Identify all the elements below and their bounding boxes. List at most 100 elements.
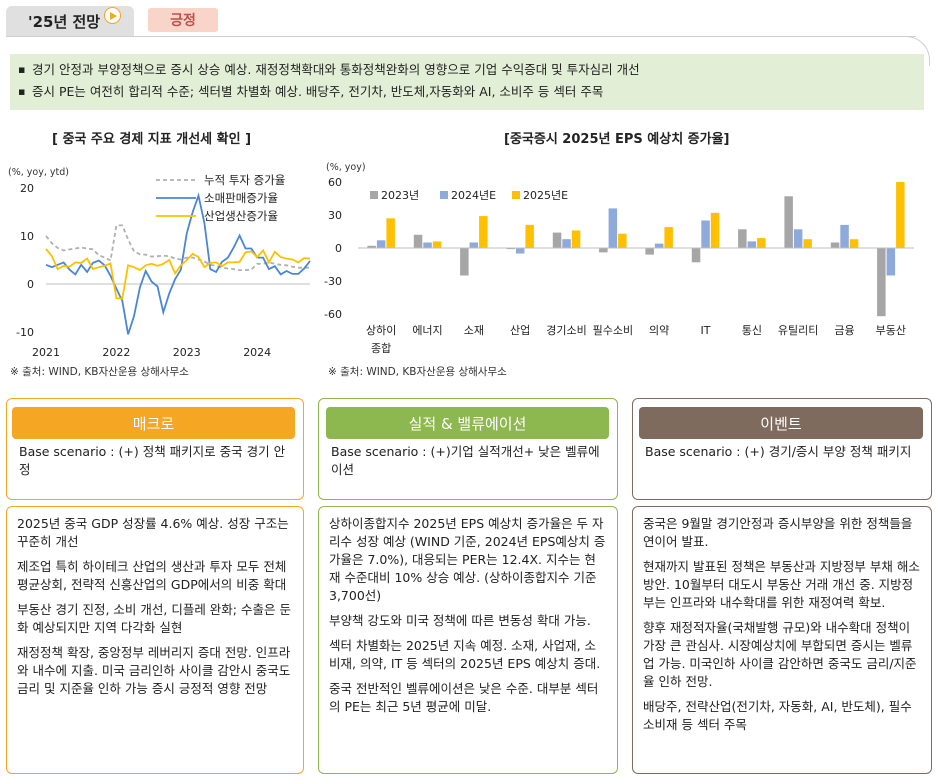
legend-label: 누적 투자 증가율 [204, 173, 285, 187]
play-icon[interactable] [104, 7, 121, 24]
bar [886, 248, 896, 276]
legend-label: 소매판매증가율 [204, 191, 278, 205]
macro-scenario-box: Base scenario : (+) 정책 패키지로 중국 경기 안정 [6, 398, 304, 500]
bar [571, 230, 581, 248]
bar [562, 239, 571, 248]
macro-detail: 2025년 중국 GDP 성장률 4.6% 예상. 성장 구조는 꾸준히 개선 [17, 516, 289, 549]
bar [896, 182, 905, 248]
category-label: 부동산 [876, 324, 906, 337]
chart1-unit-label: (%, yoy, ytd) [8, 167, 69, 178]
earnings-detail: 상하이종합지수 2025년 EPS 예상치 증가율은 두 자리수 성장 예상 (… [329, 516, 606, 603]
bar [479, 216, 488, 248]
series-line [45, 248, 311, 300]
earnings-detail: 부양책 강도와 미국 정책에 따른 변동성 확대 가능. [329, 613, 591, 628]
legend-swatch [512, 191, 520, 199]
earnings-detail-box: 상하이종합지수 2025년 EPS 예상치 증가율은 두 자리수 성장 예상 (… [318, 506, 618, 774]
event-detail-box: 중국은 9월말 경기안정과 증시부양을 위한 정책들을 연이어 발표. 현재까지… [632, 506, 932, 774]
category-label: IT [701, 324, 711, 337]
category-label: 유틸리티 [778, 324, 818, 337]
category-label: 상하이 [366, 323, 396, 337]
bar [784, 196, 793, 248]
event-detail: 향후 재정적자율(국채발행 규모)와 내수확대 정책이 가장 큰 관심사. 시장… [643, 620, 917, 689]
bar [747, 241, 757, 248]
earnings-detail: 섹터 차별화는 2025년 지속 예정. 소재, 사업재, 소비재, 의약, I… [329, 638, 601, 671]
bar [654, 243, 664, 248]
bar [515, 248, 525, 254]
legend-label: 2025년E [523, 189, 568, 202]
earnings-header: 실적 & 밸류에이션 [326, 407, 609, 439]
summary-bullet: 경기 안정과 부양정책으로 증시 상승 예상. 재정정책확대와 통화정책완화의 … [18, 59, 916, 81]
macro-detail: 부동산 경기 진정, 소비 개선, 디플레 완화; 수출은 둔화 예상되지만 지… [17, 602, 291, 635]
bar [691, 248, 701, 263]
macro-scenario-text: Base scenario : (+) 정책 패키지로 중국 경기 안정 [19, 444, 286, 477]
economic-indicators-line-chart: (%, yoy, ytd) -10 0 10 20 2021 2022 2023 2024 누적 … [8, 167, 311, 359]
y-tick-label: 0 [335, 242, 342, 255]
chart2-unit-label: (%, yoy) [326, 162, 366, 173]
legend-swatch [370, 191, 378, 199]
summary-box: 경기 안정과 부양정책으로 증시 상승 예상. 재정정책확대와 통화정책완화의 … [10, 54, 924, 110]
category-label: 산업 [510, 324, 530, 337]
bar [701, 220, 710, 248]
bar [830, 242, 840, 248]
category-label: 에너지 [412, 324, 442, 337]
category-label: 금융 [834, 324, 854, 337]
bar [469, 242, 479, 248]
y-tick-label: 30 [328, 209, 342, 222]
event-scenario-box: Base scenario : (+) 경기/증시 부양 정책 패키지 [632, 398, 932, 500]
macro-header: 매크로 [12, 407, 295, 439]
bar [506, 248, 515, 250]
bar [877, 248, 886, 317]
summary-bullet: 증시 PE는 여전히 합리적 수준; 섹터별 차별화 예상. 배당주, 전기차,… [18, 81, 916, 103]
category-label: 의약 [649, 323, 669, 337]
chart1-source: ※ 출처: WIND, KB자산운용 상해사무소 [10, 366, 189, 378]
bar [423, 242, 432, 248]
bar [367, 245, 376, 248]
y-tick-label: 10 [20, 230, 34, 243]
macro-detail: 재정정책 확장, 중앙정부 레버리지 증대 전망. 인프라와 내수에 지출. 미… [17, 645, 291, 696]
category-label: 소재 [464, 324, 484, 337]
bar [793, 229, 803, 248]
event-header: 이벤트 [639, 407, 923, 439]
bar [803, 239, 812, 248]
bar [413, 234, 423, 248]
x-tick-label: 2021 [32, 346, 60, 359]
x-tick-label: 2023 [173, 346, 201, 359]
y-tick-label: 60 [328, 176, 342, 189]
y-tick-label: 0 [27, 278, 34, 291]
bar [552, 232, 562, 248]
event-detail: 현재까지 발표된 정책은 부동산과 지방정부 부채 해소 방안. 10월부터 대… [643, 559, 920, 610]
series-line [45, 224, 310, 271]
bar [608, 208, 618, 248]
x-tick-label: 2022 [102, 346, 130, 359]
y-tick-label: -30 [324, 275, 342, 288]
bar [757, 238, 766, 248]
bar [432, 241, 442, 248]
earnings-detail: 중국 전반적인 벨류에이션은 낮은 수준. 대부분 섹터의 PE는 최근 5년 … [329, 681, 599, 714]
bar [460, 248, 469, 276]
legend-swatch [440, 191, 448, 199]
y-tick-label: -10 [16, 326, 34, 339]
chart1-title: [ 중국 주요 경제 지표 개선세 확인 ] [52, 132, 252, 147]
bar [849, 239, 859, 248]
event-detail: 중국은 9월말 경기안정과 증시부양을 위한 정책들을 연이어 발표. [643, 516, 913, 549]
macro-detail-box: 2025년 중국 GDP 성장률 4.6% 예상. 성장 구조는 꾸준히 개선 … [6, 506, 304, 774]
sentiment-badge: 긍정 [148, 8, 218, 32]
category-label: 경기소비 [546, 324, 586, 337]
bar [710, 212, 720, 248]
series-line [45, 192, 311, 335]
category-label: 필수소비 [593, 324, 633, 337]
legend-label: 2023년 [381, 189, 419, 202]
earnings-scenario-box: Base scenario : (+)기업 실적개선+ 낮은 벨류에이션 [318, 398, 618, 500]
macro-detail: 제조업 특히 하이테크 산업의 생산과 투자 모두 전체 평균상회, 전략적 신… [17, 559, 287, 592]
bar [618, 233, 627, 248]
y-tick-label: 20 [20, 182, 34, 195]
bar [664, 227, 673, 248]
outlook-tab-label: '25년 전망 [28, 12, 101, 31]
legend-label: 산업생산증가율 [204, 209, 278, 223]
header-divider [6, 36, 916, 37]
event-detail: 배당주, 전략산업(전기차, 자동화, AI, 반도체), 필수소비재 등 섹터… [643, 699, 912, 732]
bar [386, 218, 395, 248]
bar [840, 224, 849, 248]
category-label: 통신 [742, 324, 762, 337]
chart2-title: [중국증시 2025년 EPS 예상치 증가율] [504, 132, 730, 147]
